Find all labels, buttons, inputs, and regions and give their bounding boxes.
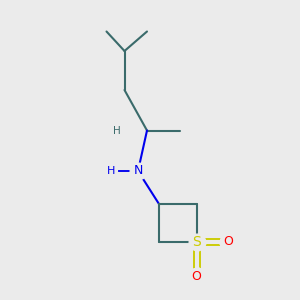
Text: S: S [192, 235, 201, 248]
Text: O: O [223, 235, 233, 248]
Text: N: N [133, 164, 143, 178]
Text: H: H [107, 166, 115, 176]
Text: H: H [113, 125, 121, 136]
Text: O: O [192, 269, 201, 283]
